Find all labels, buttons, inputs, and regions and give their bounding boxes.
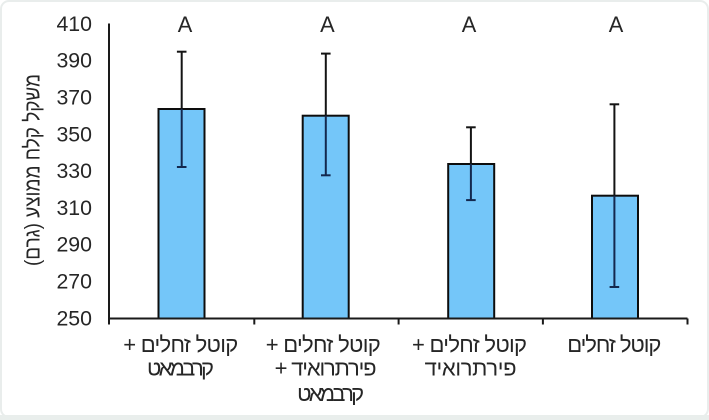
svg-text:A: A — [462, 12, 477, 37]
svg-text:קוטל זחלים: קוטל זחלים — [567, 332, 661, 357]
svg-text:310: 310 — [56, 196, 92, 220]
svg-text:פירתרואיד: פירתרואיד — [425, 356, 517, 381]
svg-text:370: 370 — [56, 86, 92, 110]
svg-text:קרבמאט: קרבמאט — [147, 356, 214, 381]
svg-text:משקל קלח ממוצע (גרם): משקל קלח ממוצע (גרם) — [21, 74, 45, 266]
svg-text:270: 270 — [56, 270, 92, 294]
svg-text:A: A — [178, 12, 193, 37]
svg-text:קוטל זחלים +: קוטל זחלים + — [266, 332, 381, 357]
svg-text:250: 250 — [56, 306, 92, 330]
svg-text:קוטל זחלים +: קוטל זחלים + — [123, 332, 238, 357]
svg-text:290: 290 — [56, 233, 92, 257]
svg-text:A: A — [609, 12, 624, 37]
svg-text:קרבמאט: קרבמאט — [297, 381, 364, 406]
svg-text:פירתרואיד +: פירתרואיד + — [275, 356, 377, 381]
svg-text:A: A — [320, 12, 335, 37]
svg-text:קוטל זחלים +: קוטל זחלים + — [412, 332, 527, 357]
svg-text:410: 410 — [56, 12, 92, 36]
svg-text:330: 330 — [56, 159, 92, 183]
svg-text:390: 390 — [56, 49, 92, 73]
svg-text:350: 350 — [56, 122, 92, 146]
